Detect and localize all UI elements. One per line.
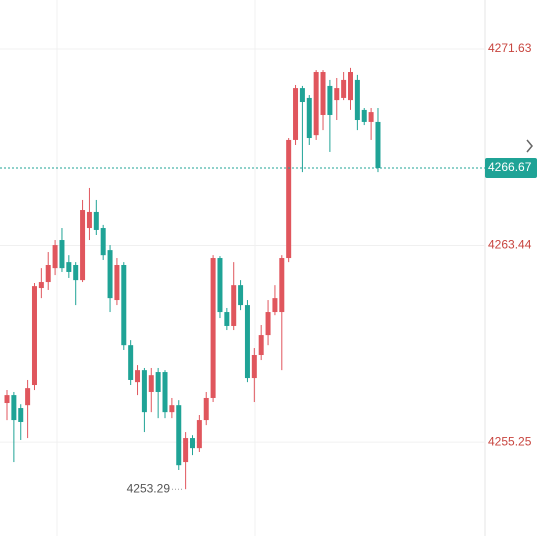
candle-body: [375, 121, 381, 169]
candle-body: [368, 112, 374, 122]
candle-body: [361, 109, 367, 122]
current-price-tag: [485, 158, 537, 179]
candle-body: [327, 85, 333, 115]
scroll-arrow[interactable]: [526, 139, 533, 153]
candle-body: [251, 355, 257, 379]
candle-body: [217, 258, 223, 313]
low-marker-label: 4253.29: [127, 481, 171, 495]
candle-body: [299, 88, 305, 103]
candle-body: [114, 264, 120, 301]
candle-body: [258, 335, 264, 356]
candle-body: [306, 97, 312, 139]
candle-body: [231, 285, 237, 326]
candle-body: [210, 258, 216, 398]
candle-body: [334, 88, 340, 101]
candle-body: [128, 345, 134, 380]
candle-body: [18, 408, 24, 422]
candle-body: [162, 372, 168, 413]
candle-body: [341, 79, 347, 98]
candle-body: [196, 420, 202, 449]
candle-body: [135, 370, 141, 383]
candle-body: [183, 438, 189, 463]
candle-body: [244, 305, 250, 379]
candle-body: [93, 211, 99, 230]
candle-body: [279, 258, 285, 313]
candle-body: [238, 285, 244, 306]
candle-body: [176, 405, 182, 466]
candle-body: [4, 395, 10, 404]
candle-body: [169, 405, 175, 413]
candle-body: [25, 388, 31, 406]
candle-body: [354, 79, 360, 121]
candle-body: [80, 210, 86, 281]
candle-body: [272, 298, 278, 313]
y-tick-label: 4271.63: [488, 41, 532, 55]
candle-body: [107, 250, 113, 299]
candle-body: [348, 72, 353, 101]
candle-body: [286, 139, 292, 259]
y-tick-label: 4263.44: [488, 238, 532, 252]
candle-body: [86, 211, 92, 229]
candle-body: [38, 282, 44, 289]
candle-body: [265, 312, 271, 336]
candle-body: [59, 240, 65, 269]
candle-body: [155, 372, 161, 392]
current-price-label: 4266.67: [488, 160, 532, 174]
candle-body: [31, 286, 37, 386]
candle-body: [100, 228, 106, 256]
candle-body: [141, 370, 147, 413]
y-tick-label: 4255.25: [488, 434, 532, 448]
candle-body: [313, 72, 319, 136]
candle-body: [320, 72, 326, 115]
candle-body: [52, 245, 58, 269]
candle-body: [121, 264, 127, 346]
candle-body: [66, 262, 72, 272]
candle-body: [293, 88, 299, 140]
candle-body: [45, 264, 51, 283]
candle-body: [148, 375, 154, 392]
candle-body: [224, 312, 230, 326]
candle-body: [73, 264, 79, 281]
candle-body: [11, 395, 17, 421]
candle-body: [203, 397, 209, 421]
candle-body: [189, 438, 195, 449]
